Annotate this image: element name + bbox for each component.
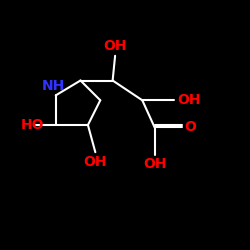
Text: OH: OH: [177, 93, 201, 107]
Text: O: O: [184, 120, 196, 134]
Text: OH: OH: [84, 155, 107, 169]
Text: NH: NH: [42, 79, 65, 93]
Text: OH: OH: [143, 157, 167, 171]
Text: HO: HO: [21, 118, 45, 132]
Text: OH: OH: [103, 39, 127, 53]
